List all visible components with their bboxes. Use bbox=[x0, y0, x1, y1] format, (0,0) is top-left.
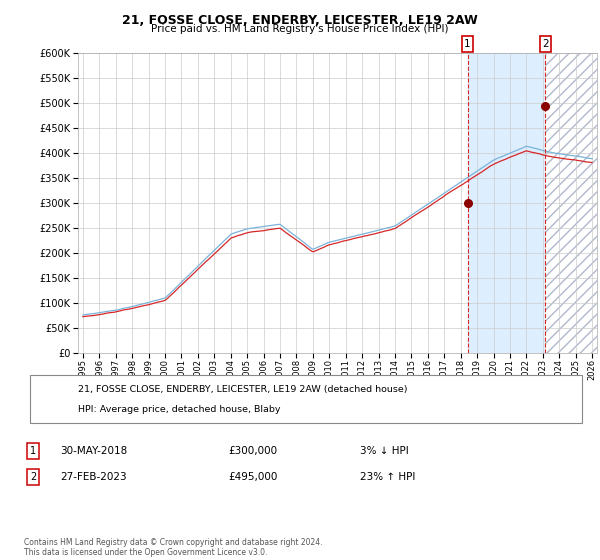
Text: 27-FEB-2023: 27-FEB-2023 bbox=[60, 472, 127, 482]
Text: 1: 1 bbox=[464, 39, 471, 49]
Text: £495,000: £495,000 bbox=[228, 472, 277, 482]
Text: HPI: Average price, detached house, Blaby: HPI: Average price, detached house, Blab… bbox=[78, 405, 281, 414]
Bar bbox=[545, 53, 600, 353]
Text: 1: 1 bbox=[30, 446, 36, 456]
Bar bbox=[545, 53, 600, 353]
Text: 30-MAY-2018: 30-MAY-2018 bbox=[60, 446, 127, 456]
Text: Price paid vs. HM Land Registry's House Price Index (HPI): Price paid vs. HM Land Registry's House … bbox=[151, 24, 449, 34]
Text: 3% ↓ HPI: 3% ↓ HPI bbox=[360, 446, 409, 456]
Text: 21, FOSSE CLOSE, ENDERBY, LEICESTER, LE19 2AW (detached house): 21, FOSSE CLOSE, ENDERBY, LEICESTER, LE1… bbox=[78, 385, 407, 394]
Text: 2: 2 bbox=[30, 472, 36, 482]
Bar bbox=[467, 53, 545, 353]
Text: 2: 2 bbox=[542, 39, 549, 49]
Text: £300,000: £300,000 bbox=[228, 446, 277, 456]
Text: 21, FOSSE CLOSE, ENDERBY, LEICESTER, LE19 2AW: 21, FOSSE CLOSE, ENDERBY, LEICESTER, LE1… bbox=[122, 14, 478, 27]
Text: 23% ↑ HPI: 23% ↑ HPI bbox=[360, 472, 415, 482]
Text: Contains HM Land Registry data © Crown copyright and database right 2024.
This d: Contains HM Land Registry data © Crown c… bbox=[24, 538, 323, 557]
